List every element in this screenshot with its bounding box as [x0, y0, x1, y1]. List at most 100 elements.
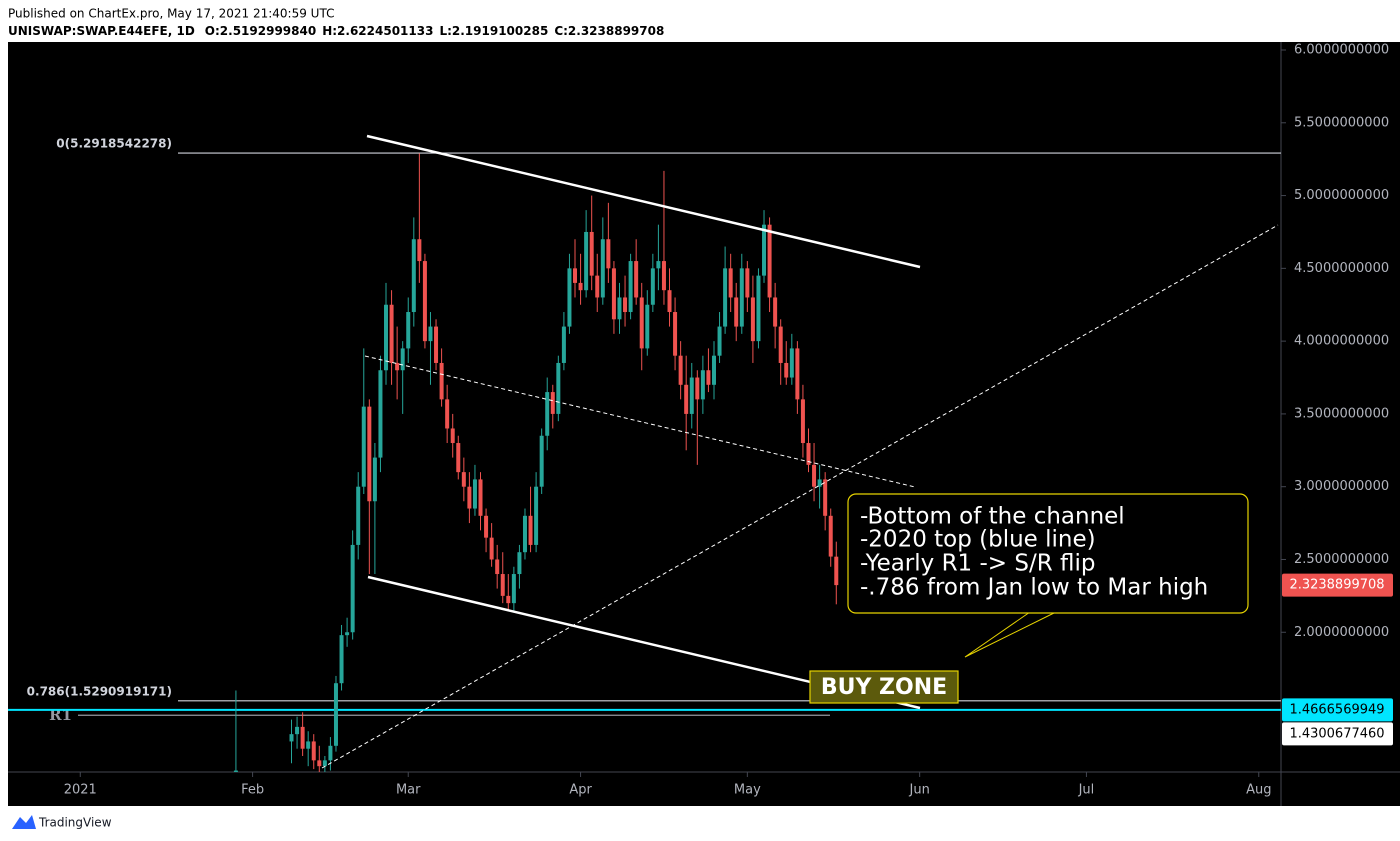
- candle-body: [723, 268, 728, 327]
- candle-body: [306, 741, 311, 749]
- candle-body: [762, 224, 767, 276]
- annotation-line: -.786 from Jan low to Mar high: [860, 575, 1208, 601]
- candle-body: [789, 348, 794, 378]
- channel-middle: [364, 355, 916, 488]
- candle-body: [434, 326, 439, 363]
- price-tag-label: 1.4666569949: [1289, 702, 1384, 717]
- y-tick-label: 4.0000000000: [1294, 334, 1389, 349]
- candle-body: [600, 239, 605, 298]
- candle-body: [528, 515, 533, 545]
- ohlc-low: L:2.1919100285: [439, 24, 548, 38]
- candle-body: [439, 362, 444, 400]
- annotation: -Bottom of the channel -2020 top (blue l…: [809, 493, 1249, 704]
- candle-body: [311, 741, 316, 761]
- tradingview-logo: [12, 815, 36, 829]
- candle-body: [823, 479, 828, 516]
- candle-body: [389, 304, 394, 363]
- x-tick-label: May: [734, 783, 761, 798]
- candle-body: [367, 406, 372, 502]
- candle-body: [428, 326, 433, 342]
- candle-body: [817, 479, 822, 487]
- candle-body: [734, 297, 739, 327]
- annotation-line: -Bottom of the channel: [860, 504, 1125, 530]
- candle-body: [522, 515, 527, 553]
- candle-body: [700, 370, 705, 400]
- x-tick-label: Mar: [396, 783, 421, 798]
- candle-body: [645, 304, 650, 349]
- candle-body: [800, 399, 805, 444]
- candle-body: [717, 326, 722, 356]
- candle-body: [767, 224, 772, 298]
- candle-body: [450, 428, 455, 444]
- y-tick-label: 5.0000000000: [1294, 188, 1389, 203]
- candle-body: [511, 574, 516, 604]
- candle-body: [545, 392, 550, 436]
- candle-body: [656, 261, 661, 269]
- candle-body: [812, 464, 817, 487]
- annotation-line: -2020 top (blue line): [860, 527, 1096, 553]
- candle-body: [534, 486, 539, 545]
- candle-body: [489, 537, 494, 560]
- candle-body: [617, 297, 622, 320]
- level-label: 0.786(1.5290919171): [27, 684, 172, 698]
- brand: TradingView: [38, 816, 112, 830]
- x-tick-label: Jun: [909, 783, 930, 798]
- x-tick-label: Jul: [1078, 783, 1095, 798]
- candle-body: [461, 472, 466, 487]
- annotation-box: [847, 493, 1249, 614]
- candle-body: [795, 348, 800, 400]
- candle-body: [300, 726, 305, 749]
- candle-body: [378, 370, 383, 458]
- candle-body: [667, 290, 672, 313]
- candle-body: [517, 552, 522, 575]
- candle-body: [806, 443, 811, 465]
- candle-body: [539, 435, 544, 487]
- candle-body: [589, 231, 594, 276]
- candle-body: [495, 559, 500, 575]
- candle-body: [417, 239, 422, 262]
- candle-body: [684, 384, 689, 414]
- price-tag-label: 2.3238899708: [1289, 578, 1384, 593]
- candle-body: [828, 515, 833, 557]
- candle-body: [628, 261, 633, 313]
- candle-body: [673, 312, 678, 356]
- price-tags: 2.3238899708 1.4666569949 1.4300677460: [1282, 573, 1393, 746]
- candle-body: [345, 632, 350, 636]
- candle-body: [678, 355, 683, 385]
- candles: [233, 153, 839, 772]
- published-text: Published on ChartEx.pro, May 17, 2021 2…: [8, 7, 334, 21]
- candle-body: [634, 261, 639, 298]
- candle-body: [756, 275, 761, 342]
- y-tick-label: 4.5000000000: [1294, 261, 1389, 276]
- axes: 2.0000000000 2.5000000000 3.0000000000 3.50…: [64, 43, 1389, 798]
- levels: 0(5.2918542278)0.786(1.5290919171)R1: [8, 137, 1281, 724]
- y-tick-label: 3.5000000000: [1294, 406, 1389, 421]
- ohlc-high: H:2.6224501133: [322, 24, 433, 38]
- candle-body: [322, 760, 327, 767]
- candle-body: [478, 479, 483, 516]
- candle-body: [339, 635, 344, 684]
- candle-body: [233, 770, 238, 772]
- level-label: 0(5.2918542278): [56, 137, 172, 151]
- buy-zone-box: [809, 670, 959, 704]
- candle-body: [650, 268, 655, 305]
- candle-body: [411, 239, 416, 313]
- y-tick-label: 6.0000000000: [1294, 43, 1389, 58]
- candle-body: [400, 348, 405, 371]
- price-tag: [1282, 573, 1393, 597]
- candle-body: [773, 297, 778, 327]
- candle-body: [595, 275, 600, 298]
- candle-body: [639, 297, 644, 349]
- candle-body: [745, 268, 750, 298]
- price-tag-label: 1.4300677460: [1289, 726, 1384, 741]
- candle-body: [706, 370, 711, 385]
- candle-body: [372, 457, 377, 502]
- buy-zone-label: BUY ZONE: [821, 675, 947, 700]
- candle-body: [611, 268, 616, 320]
- candle-body: [361, 406, 366, 487]
- candle-body: [445, 399, 450, 429]
- candle-body: [561, 326, 566, 363]
- candle-body: [506, 595, 511, 604]
